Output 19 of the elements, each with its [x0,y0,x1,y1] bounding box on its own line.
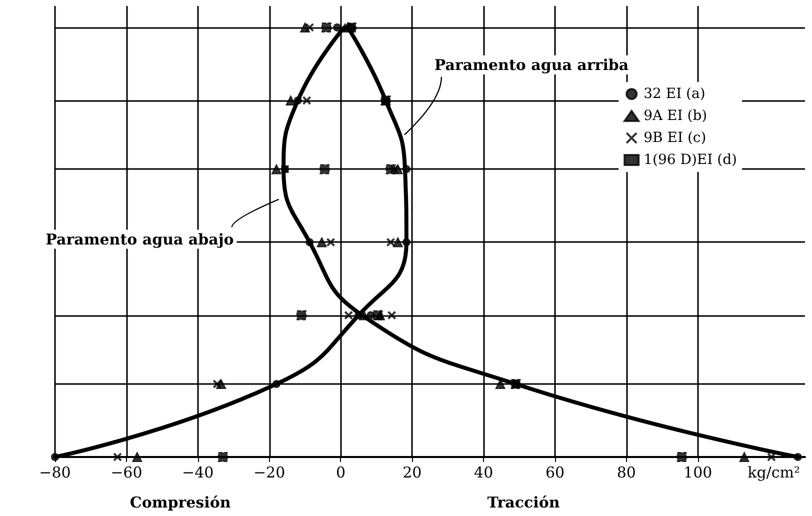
annotation: Paramento agua arriba [434,56,629,74]
x-tick-label: 40 [474,464,494,482]
text: Tracción [487,494,560,512]
x-tick-label: −40 [182,464,214,482]
x-tick-label: 20 [402,464,422,482]
x-tick-label: −20 [253,464,286,482]
x-axis-title: kg/cm² [748,464,800,482]
legend-label: 9A EI (b) [644,108,708,124]
x-tick-label: 80 [616,464,636,482]
text: Compresión [130,494,231,512]
annotation: Paramento agua abajo [46,230,234,248]
x-tick-label: 100 [684,464,712,482]
legend-label: 32 EI (a) [644,86,706,102]
x-tick-label: 60 [545,464,565,482]
x-tick-label: −60 [110,464,142,482]
legend-label: 9B EI (c) [644,130,706,146]
x-tick-label: 0 [336,464,346,482]
x-tick-label: −80 [39,464,71,482]
legend-label: 1(96 D)EI (d) [644,152,737,168]
